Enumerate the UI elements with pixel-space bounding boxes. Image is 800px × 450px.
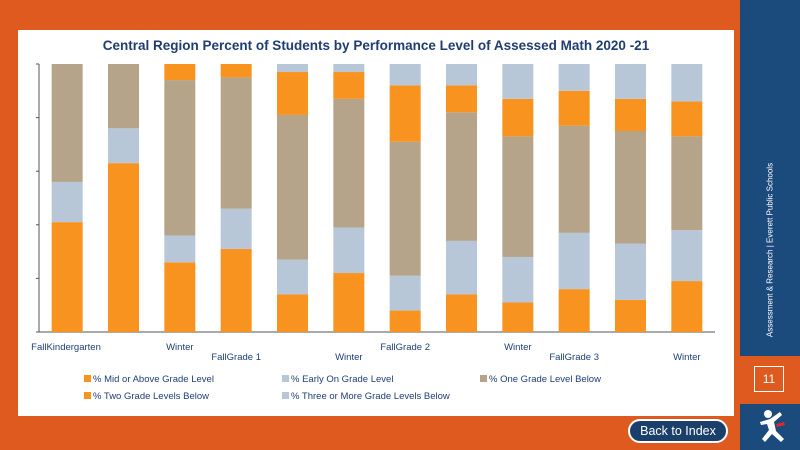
page-number-box: 11 [740, 356, 800, 404]
bar-segment [51, 222, 83, 332]
bar-segment [446, 240, 477, 295]
bar-segment [671, 64, 703, 102]
school-logo-icon [760, 410, 785, 442]
bar-segment [558, 90, 590, 126]
bar-segment [220, 77, 252, 209]
x-tick-label: FallGrade 3 [549, 352, 599, 363]
legend-label: % Mid or Above Grade Level [93, 374, 214, 385]
x-tick-label: Winter [504, 342, 531, 353]
legend-swatch [84, 392, 91, 399]
bar-segment [333, 273, 365, 332]
bar-segment [164, 262, 196, 332]
bar-segment [277, 64, 308, 73]
bar-segment [277, 114, 308, 260]
bar-segment [220, 64, 252, 78]
legend-label: % Early On Grade Level [291, 374, 393, 385]
bar-segment [108, 163, 139, 332]
bar-segment [108, 64, 139, 129]
legend-swatch [282, 392, 289, 399]
bar-segment [671, 230, 703, 282]
bar-segment [277, 259, 308, 295]
x-tick-label: FallKindergarten [31, 342, 101, 353]
bar-segment [671, 101, 703, 137]
bar-segment [277, 294, 308, 332]
x-tick-label: Winter [673, 352, 700, 363]
chart-title: Central Region Percent of Students by Pe… [102, 38, 650, 53]
bar-segment [615, 243, 646, 300]
bar-segment [446, 85, 477, 113]
bar-segment [446, 64, 477, 86]
bar-segment [671, 281, 703, 332]
bar-segment [615, 299, 646, 332]
bar-segment [389, 64, 421, 86]
x-tick-label: Winter [335, 352, 362, 363]
bar-segment [615, 131, 646, 244]
legend-swatch [84, 375, 91, 382]
bar-segment [333, 64, 365, 73]
page-number: 11 [754, 366, 784, 392]
legend-label: % One Grade Level Below [489, 374, 601, 385]
bar-segment [389, 275, 421, 311]
legend-swatch [480, 375, 487, 382]
bottom-accent-bar [0, 446, 740, 450]
bar-segment [389, 141, 421, 276]
bar-segment [502, 98, 534, 137]
bar-segment [164, 64, 196, 81]
bar-segment [333, 98, 365, 228]
bar-segment [615, 64, 646, 99]
bar-segment [502, 136, 534, 257]
chart: FallKindergarten Winter FallGrade 1 Winter F… [31, 63, 715, 402]
legend-swatch [282, 375, 289, 382]
bar-segment [558, 289, 590, 332]
bar-segment [108, 128, 139, 164]
bar-segment [51, 64, 83, 182]
bar-segment [51, 181, 83, 223]
bar-segment [333, 227, 365, 274]
bar-segment [558, 125, 590, 233]
bar-segment [502, 64, 534, 99]
bar-segment [277, 72, 308, 115]
slide-content: Central Region Percent of Students by Pe… [18, 30, 734, 416]
sidebar-label: Assessment & Research | Everett Public S… [765, 162, 775, 338]
bar-segment [220, 208, 252, 249]
legend-label: % Two Grade Levels Below [93, 391, 209, 402]
bar-segment [446, 112, 477, 241]
bar-segment [389, 85, 421, 142]
back-to-index-button[interactable]: Back to Index [628, 419, 728, 443]
bar-segment [502, 256, 534, 303]
bar-segment [502, 302, 534, 332]
bar-segment [558, 64, 590, 91]
x-tick-label: Winter [166, 342, 193, 353]
bar-segment [164, 80, 196, 236]
bar-segment [333, 72, 365, 99]
x-tick-label: FallGrade 1 [211, 352, 261, 363]
legend-label: % Three or More Grade Levels Below [291, 391, 450, 402]
bar-segment [671, 136, 703, 231]
x-tick-label: FallGrade 2 [380, 342, 430, 353]
bar-segment [220, 248, 252, 332]
bar-segment [446, 294, 477, 332]
bar-segment [558, 232, 590, 290]
bar-segment [164, 235, 196, 263]
bar-segment [615, 98, 646, 131]
bar-segment [389, 310, 421, 332]
